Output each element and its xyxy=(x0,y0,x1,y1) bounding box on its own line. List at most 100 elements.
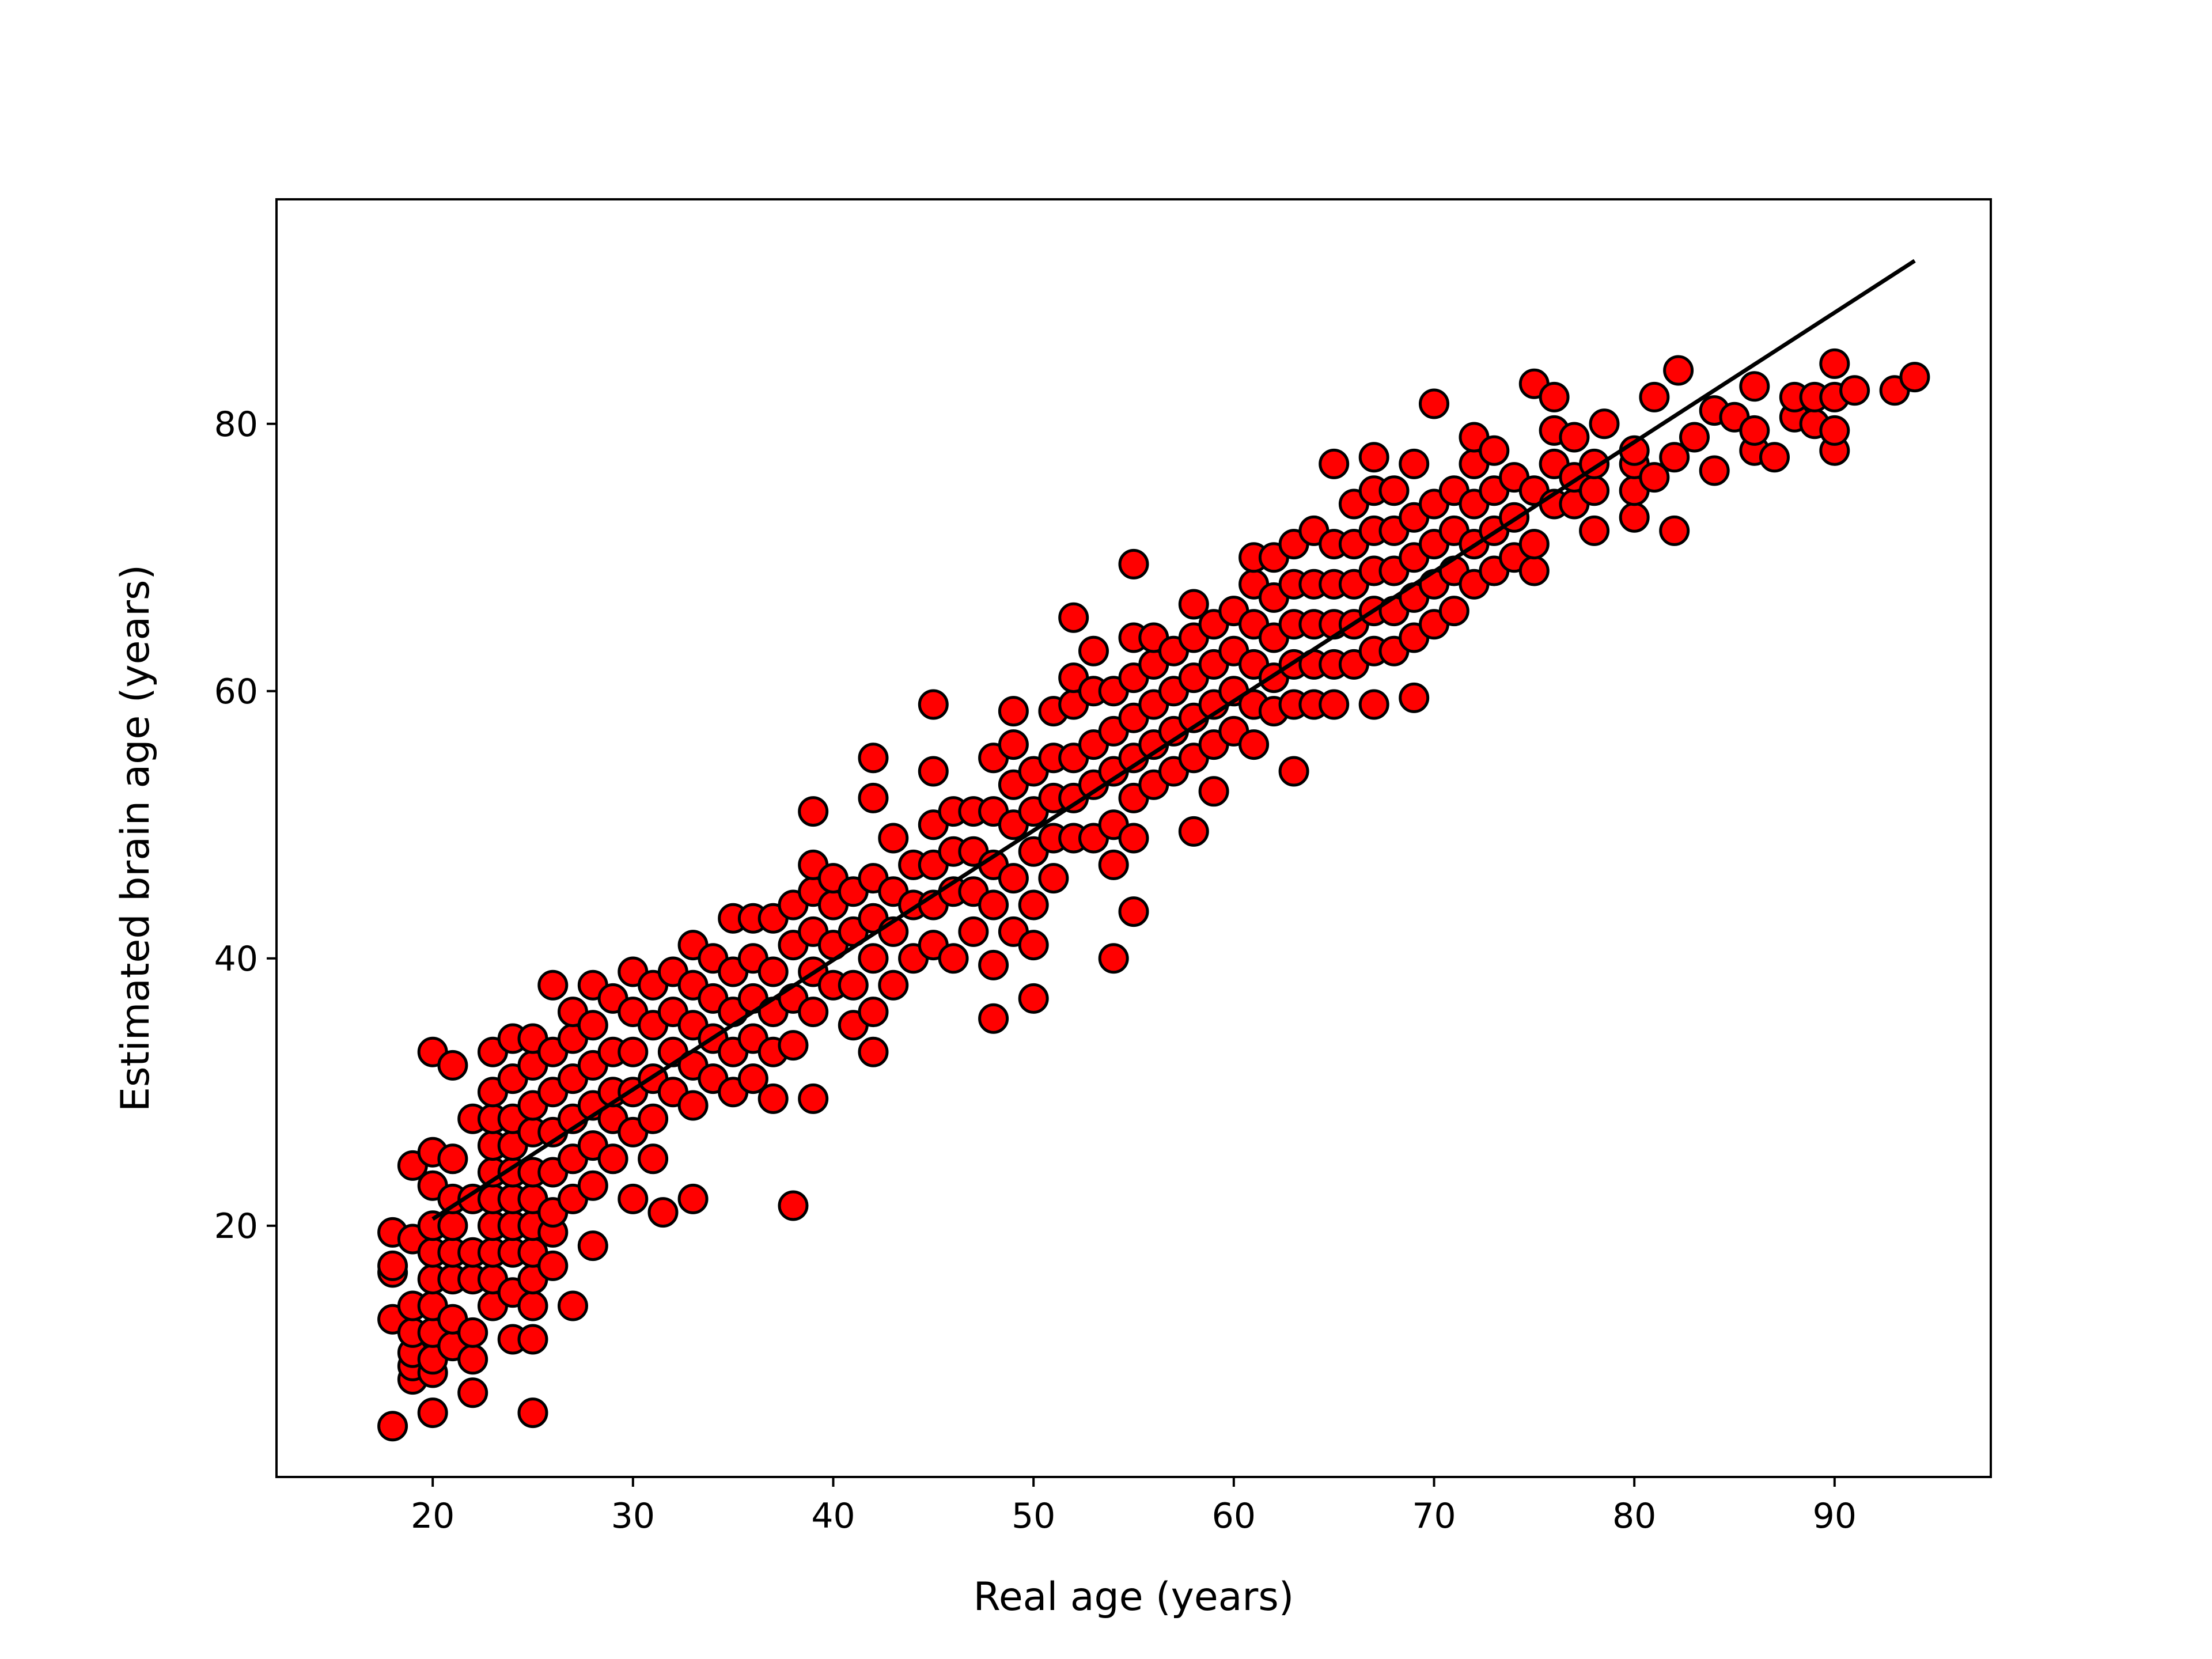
x-tick-label: 40 xyxy=(811,1496,855,1536)
data-point xyxy=(1278,756,1309,787)
data-point xyxy=(978,889,1009,921)
data-point xyxy=(778,1190,809,1221)
data-point xyxy=(1899,362,1930,393)
data-point xyxy=(537,1250,569,1281)
data-point xyxy=(1118,896,1149,927)
data-point xyxy=(858,943,889,974)
x-axis: 20 30 40 50 60 70 80 90 xyxy=(411,1477,1857,1536)
data-point xyxy=(798,997,829,1028)
data-point xyxy=(1579,515,1610,546)
data-point xyxy=(457,1317,488,1348)
data-point xyxy=(618,1183,649,1214)
data-point xyxy=(858,1036,889,1067)
x-tick-label: 50 xyxy=(1012,1496,1055,1536)
data-point xyxy=(998,696,1029,727)
data-point xyxy=(858,743,889,774)
data-point xyxy=(1358,442,1389,473)
data-point xyxy=(1098,943,1129,974)
y-axis: 20 40 60 80 xyxy=(214,404,276,1247)
data-point xyxy=(1118,823,1149,854)
data-point xyxy=(517,1324,548,1355)
data-point xyxy=(1238,729,1270,760)
data-point xyxy=(778,1030,809,1061)
data-point xyxy=(1479,435,1510,466)
x-axis-label: Real age (years) xyxy=(974,1574,1294,1620)
data-point xyxy=(1559,422,1590,453)
data-point xyxy=(437,1210,468,1241)
data-point xyxy=(1663,355,1694,386)
data-point xyxy=(537,969,569,1001)
data-point xyxy=(1639,381,1670,412)
reference-line xyxy=(431,259,1916,1221)
data-point xyxy=(918,756,949,787)
data-point xyxy=(1058,602,1089,633)
data-point xyxy=(1819,348,1850,379)
data-point xyxy=(437,1050,468,1081)
data-point xyxy=(1739,415,1770,446)
data-point xyxy=(1639,462,1670,493)
data-point xyxy=(998,863,1029,894)
data-point xyxy=(918,689,949,720)
data-point xyxy=(1579,475,1610,506)
data-point xyxy=(1319,448,1350,479)
data-point xyxy=(417,1397,448,1429)
data-point xyxy=(757,1083,789,1114)
data-point xyxy=(1739,371,1770,402)
data-point xyxy=(618,1036,649,1067)
data-point xyxy=(1819,415,1850,446)
data-point xyxy=(958,916,989,947)
y-tick-label: 40 xyxy=(214,939,258,979)
data-point xyxy=(1659,515,1690,546)
data-point xyxy=(1018,889,1049,921)
data-point xyxy=(878,823,909,854)
data-point xyxy=(1178,816,1209,847)
x-tick-label: 30 xyxy=(611,1496,655,1536)
data-point xyxy=(1038,863,1069,894)
data-point xyxy=(1399,682,1430,713)
data-point xyxy=(757,956,789,987)
data-point xyxy=(798,796,829,827)
data-point xyxy=(437,1143,468,1175)
y-tick-label: 80 xyxy=(214,404,258,445)
data-point xyxy=(1759,442,1790,473)
data-point xyxy=(798,1083,829,1114)
data-point xyxy=(517,1290,548,1321)
data-point xyxy=(457,1344,488,1375)
data-point xyxy=(597,1143,628,1175)
data-point xyxy=(517,1397,548,1429)
data-point xyxy=(1319,689,1350,720)
data-point xyxy=(998,729,1029,760)
data-point xyxy=(1178,589,1209,620)
data-point xyxy=(1699,455,1730,486)
plot-frame xyxy=(275,198,1992,1478)
data-point xyxy=(838,969,869,1001)
data-point xyxy=(647,1197,679,1228)
data-point xyxy=(638,1103,669,1134)
x-tick-label: 20 xyxy=(411,1496,454,1536)
data-point xyxy=(1589,408,1620,440)
y-axis-label: Estimated brain age (years) xyxy=(113,565,158,1112)
data-point xyxy=(577,1230,608,1262)
x-tick-label: 60 xyxy=(1212,1496,1256,1536)
data-point xyxy=(858,997,889,1028)
data-point xyxy=(1619,502,1650,533)
data-point xyxy=(1018,930,1049,961)
x-tick-label: 80 xyxy=(1612,1496,1656,1536)
x-tick-label: 90 xyxy=(1813,1496,1857,1536)
data-point xyxy=(858,782,889,813)
data-point xyxy=(1118,548,1149,579)
data-point xyxy=(1679,422,1710,453)
data-point xyxy=(1078,635,1109,666)
data-point xyxy=(1518,529,1550,560)
data-point xyxy=(1098,849,1129,880)
data-point xyxy=(1659,442,1690,473)
data-point xyxy=(377,1250,408,1281)
x-tick-label: 70 xyxy=(1412,1496,1456,1536)
y-tick-label: 20 xyxy=(214,1206,258,1247)
data-point xyxy=(457,1377,488,1408)
data-point xyxy=(1018,983,1049,1014)
y-tick-label: 60 xyxy=(214,672,258,712)
data-point xyxy=(978,1003,1009,1034)
data-point xyxy=(978,949,1009,980)
